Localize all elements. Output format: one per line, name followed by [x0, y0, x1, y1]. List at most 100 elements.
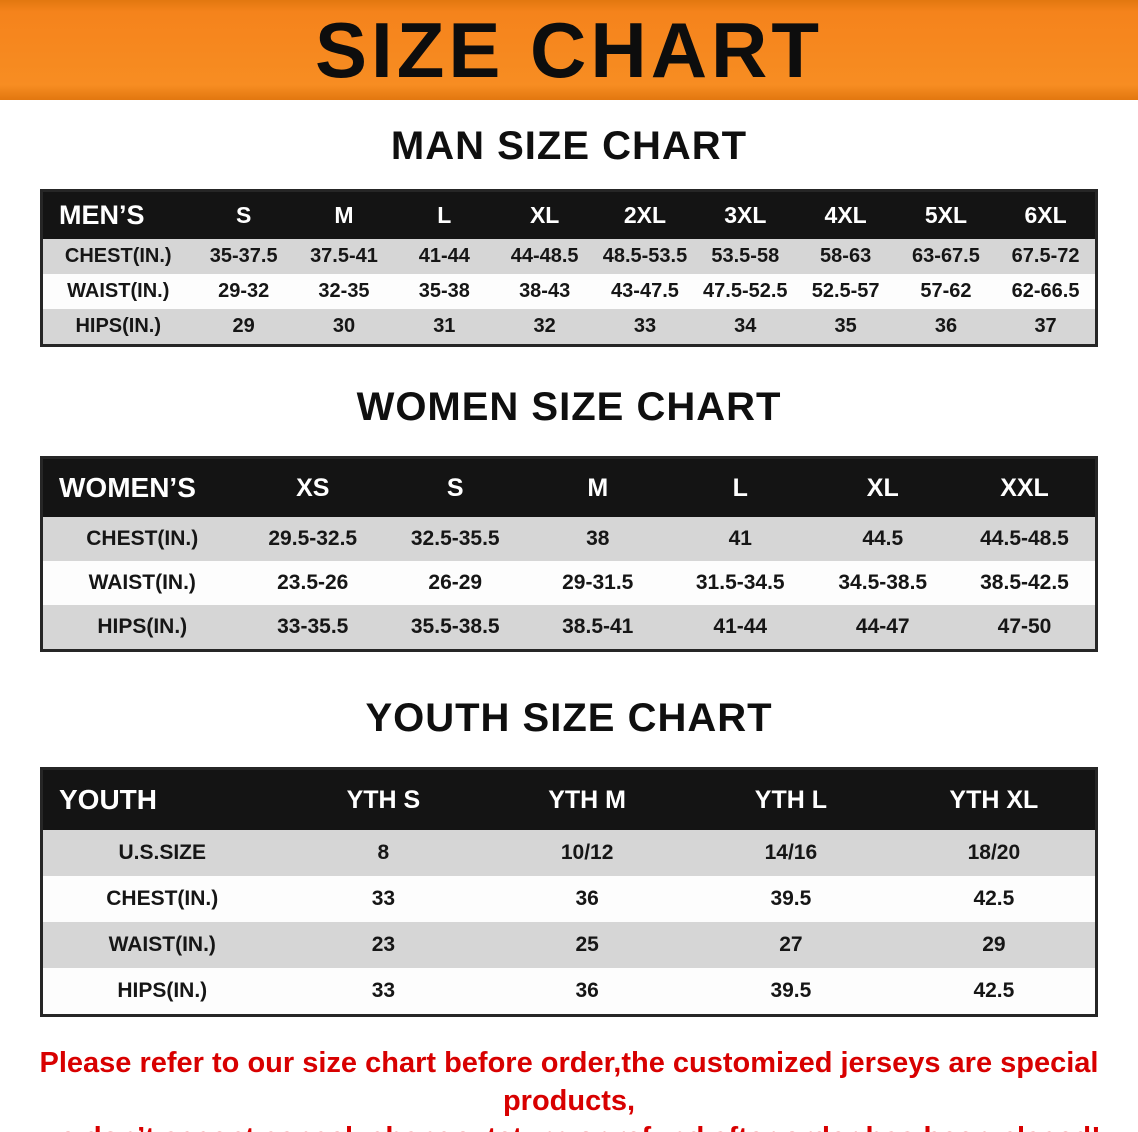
size-cell: 63-67.5 [895, 239, 997, 274]
order-notice: Please refer to our size chart before or… [0, 1045, 1138, 1132]
row-label: CHEST(IN.) [41, 517, 242, 561]
women-section-heading: WOMEN SIZE CHART [356, 385, 782, 429]
size-cell: 62-66.5 [996, 274, 1097, 309]
column-header: M [526, 457, 669, 517]
size-cell: 36 [485, 876, 689, 922]
row-label: HIPS(IN.) [41, 605, 242, 651]
youth-section-heading: YOUTH SIZE CHART [365, 696, 773, 740]
row-label: CHEST(IN.) [41, 239, 194, 274]
size-cell: 33-35.5 [241, 605, 384, 651]
row-label: WAIST(IN.) [41, 922, 282, 968]
size-cell: 38.5-41 [526, 605, 669, 651]
table-row: CHEST(IN.) 35-37.5 37.5-41 41-44 44-48.5 48.5… [41, 239, 1097, 274]
size-cell: 29.5-32.5 [241, 517, 384, 561]
size-cell: 33 [594, 309, 696, 346]
size-cell: 41-44 [669, 605, 812, 651]
column-header: L [669, 457, 812, 517]
youth-size-table: YOUTH YTH S YTH M YTH L YTH XL U.S.SIZE 8 10/1… [40, 767, 1098, 1017]
size-cell: 32 [494, 309, 595, 346]
size-cell: 31.5-34.5 [669, 561, 812, 605]
size-cell: 30 [293, 309, 395, 346]
size-cell: 23.5-26 [241, 561, 384, 605]
column-header: M [293, 190, 395, 239]
banner: SIZE CHART [0, 0, 1138, 100]
size-cell: 33 [281, 876, 486, 922]
men-size-section: MAN SIZE CHART MEN’S S M L XL 2XL 3XL 4XL 5XL 6XL… [0, 124, 1138, 347]
row-label: U.S.SIZE [41, 830, 282, 876]
column-header: YTH S [281, 768, 486, 830]
men-table-body: CHEST(IN.) 35-37.5 37.5-41 41-44 44-48.5 48.5… [41, 239, 1097, 346]
column-header: S [384, 457, 527, 517]
column-header: YTH L [689, 768, 893, 830]
size-cell: 18/20 [892, 830, 1097, 876]
size-cell: 34 [695, 309, 796, 346]
size-cell: 47.5-52.5 [695, 274, 796, 309]
table-header-label: MEN’S [41, 190, 194, 239]
size-cell: 35-38 [394, 274, 495, 309]
row-label: WAIST(IN.) [41, 561, 242, 605]
size-cell: 31 [394, 309, 495, 346]
table-row: WAIST(IN.) 23 25 27 29 [41, 922, 1097, 968]
column-header: XL [811, 457, 954, 517]
table-row: HIPS(IN.) 29 30 31 32 33 34 35 36 37 [41, 309, 1097, 346]
size-cell: 44-48.5 [494, 239, 595, 274]
table-row: HIPS(IN.) 33-35.5 35.5-38.5 38.5-41 41-44 44-… [41, 605, 1097, 651]
size-cell: 42.5 [892, 968, 1097, 1016]
size-cell: 29-31.5 [526, 561, 669, 605]
size-cell: 48.5-53.5 [594, 239, 696, 274]
table-row: CHEST(IN.) 33 36 39.5 42.5 [41, 876, 1097, 922]
size-cell: 35 [795, 309, 896, 346]
size-cell: 29 [193, 309, 294, 346]
table-row: CHEST(IN.) 29.5-32.5 32.5-35.5 38 41 44.5 44.5… [41, 517, 1097, 561]
size-cell: 37 [996, 309, 1097, 346]
size-cell: 8 [281, 830, 486, 876]
row-label: HIPS(IN.) [41, 309, 194, 346]
column-header: 5XL [895, 190, 997, 239]
size-cell: 32-35 [293, 274, 395, 309]
column-header: 4XL [795, 190, 896, 239]
size-cell: 43-47.5 [594, 274, 696, 309]
youth-table-header-row: YOUTH YTH S YTH M YTH L YTH XL [41, 768, 1097, 830]
size-cell: 41-44 [394, 239, 495, 274]
size-cell: 36 [895, 309, 997, 346]
size-cell: 57-62 [895, 274, 997, 309]
size-cell: 44-47 [811, 605, 954, 651]
table-header-label: YOUTH [41, 768, 282, 830]
banner-title: SIZE CHART [315, 6, 823, 94]
size-cell: 33 [281, 968, 486, 1016]
size-cell: 37.5-41 [293, 239, 395, 274]
size-cell: 58-63 [795, 239, 896, 274]
women-table-header-row: WOMEN’S XS S M L XL XXL [41, 457, 1097, 517]
women-table-body: CHEST(IN.) 29.5-32.5 32.5-35.5 38 41 44.5 44.5… [41, 517, 1097, 651]
size-cell: 36 [485, 968, 689, 1016]
size-cell: 25 [485, 922, 689, 968]
women-size-table: WOMEN’S XS S M L XL XXL CHEST(IN.) 29.5-32.5 32.… [40, 456, 1098, 652]
column-header: XXL [954, 457, 1097, 517]
size-cell: 38-43 [494, 274, 595, 309]
size-cell: 27 [689, 922, 893, 968]
men-section-heading: MAN SIZE CHART [390, 124, 748, 168]
column-header: S [193, 190, 294, 239]
size-cell: 39.5 [689, 876, 893, 922]
size-cell: 29-32 [193, 274, 294, 309]
size-cell: 38 [526, 517, 669, 561]
size-cell: 34.5-38.5 [811, 561, 954, 605]
notice-line-1: Please refer to our size chart before or… [39, 1047, 1099, 1117]
column-header: XL [494, 190, 595, 239]
column-header: YTH M [485, 768, 689, 830]
table-row: HIPS(IN.) 33 36 39.5 42.5 [41, 968, 1097, 1016]
size-cell: 53.5-58 [695, 239, 796, 274]
size-cell: 67.5-72 [996, 239, 1097, 274]
column-header: L [394, 190, 495, 239]
size-cell: 32.5-35.5 [384, 517, 527, 561]
women-size-section: WOMEN SIZE CHART WOMEN’S XS S M L XL XXL CHEST… [0, 385, 1138, 652]
table-row: U.S.SIZE 8 10/12 14/16 18/20 [41, 830, 1097, 876]
youth-size-section: YOUTH SIZE CHART YOUTH YTH S YTH M YTH L YTH… [0, 696, 1138, 1017]
size-cell: 44.5 [811, 517, 954, 561]
men-size-table: MEN’S S M L XL 2XL 3XL 4XL 5XL 6XL CHEST(IN.) 35-3… [40, 189, 1098, 347]
column-header: 2XL [594, 190, 696, 239]
column-header: YTH XL [892, 768, 1097, 830]
size-cell: 42.5 [892, 876, 1097, 922]
youth-table-body: U.S.SIZE 8 10/12 14/16 18/20 CHEST(IN.) 33 36 39… [41, 830, 1097, 1016]
size-cell: 41 [669, 517, 812, 561]
